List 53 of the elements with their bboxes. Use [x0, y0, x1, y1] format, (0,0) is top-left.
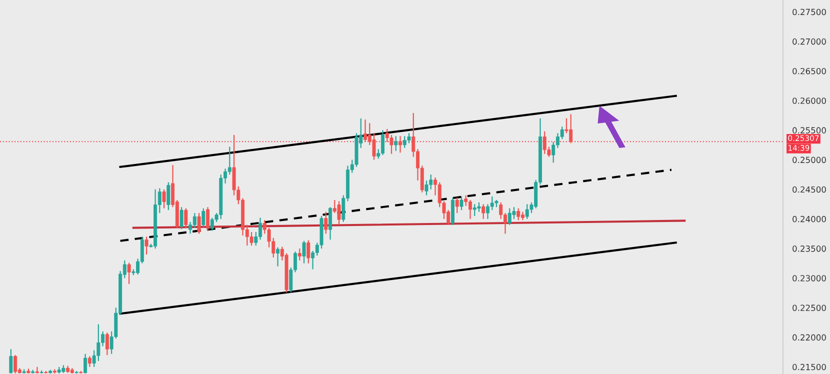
y-tick-label: 0.23500 — [792, 246, 826, 252]
candlestick — [144, 236, 148, 256]
candlestick — [228, 146, 232, 176]
candlestick — [460, 196, 464, 211]
candlestick — [202, 208, 206, 228]
candlestick — [464, 194, 468, 206]
candlestick — [197, 212, 201, 234]
candlestick — [306, 240, 310, 264]
candlestick — [127, 262, 131, 285]
candlestick — [482, 204, 486, 220]
candlestick — [166, 182, 170, 211]
candlestick — [276, 246, 280, 267]
candlestick — [184, 208, 188, 228]
candlestick — [250, 231, 254, 246]
y-tick-label: 0.24500 — [792, 186, 826, 193]
y-tick-label: 0.26000 — [792, 98, 826, 104]
candlestick — [302, 240, 306, 264]
candlestick — [9, 348, 13, 374]
candlestick — [206, 206, 210, 232]
y-tick-label: 0.22500 — [792, 304, 826, 312]
candlestick — [516, 208, 520, 221]
candlestick — [180, 206, 184, 230]
y-tick-label: 0.27000 — [792, 38, 826, 45]
candlestick — [390, 134, 394, 154]
candlestick — [298, 248, 302, 261]
y-tick-label: 0.21500 — [792, 364, 826, 370]
candlestick — [394, 136, 398, 152]
y-tick-label: 0.27500 — [792, 8, 826, 16]
candlestick — [407, 132, 411, 144]
candlestick — [162, 188, 166, 209]
candlestick — [328, 206, 332, 240]
candlestick — [477, 202, 481, 212]
candlestick — [468, 199, 472, 220]
candlestick — [105, 332, 109, 356]
candlestick — [398, 136, 402, 154]
candlestick — [455, 197, 459, 214]
y-tick-label: 0.23000 — [792, 275, 826, 282]
candlestick — [499, 202, 503, 220]
y-tick-label: 0.22000 — [792, 334, 826, 341]
y-tick-label: 0.25000 — [792, 156, 826, 164]
candlestick — [192, 212, 196, 228]
candlestick — [451, 197, 454, 226]
candlestick — [14, 354, 18, 374]
candlestick — [324, 211, 328, 234]
candlestick — [88, 356, 92, 368]
candlestick — [337, 200, 341, 226]
candlestick — [512, 206, 516, 220]
candlestick — [84, 353, 88, 374]
candlestick — [372, 132, 376, 160]
y-tick-label: 0.25500 — [792, 127, 826, 134]
candlestick — [424, 180, 428, 196]
y-tick-label: 0.24000 — [792, 216, 826, 222]
y-tick-label: 0.26500 — [792, 68, 826, 74]
